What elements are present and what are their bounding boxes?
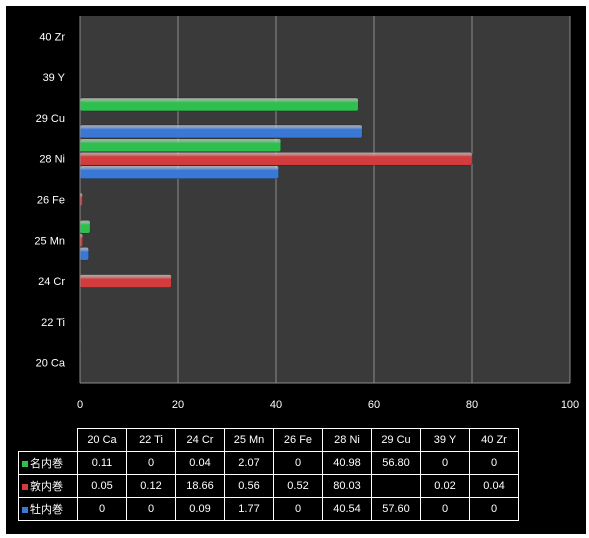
- table-cell: 0.02: [420, 474, 470, 498]
- table-cell: 0.52: [273, 474, 323, 498]
- table-column-header: 26 Fe: [273, 428, 323, 452]
- table-cell: 0.05: [77, 474, 127, 498]
- table-cell: 1.77: [224, 497, 274, 521]
- series-legend-cell: 敦内巻: [18, 474, 78, 498]
- series-legend-cell: 名内巻: [18, 451, 78, 475]
- table-cell: [371, 474, 421, 498]
- plot-area: [80, 16, 570, 383]
- table-cell: 0: [420, 451, 470, 475]
- series-legend-cell: 牡内巻: [18, 497, 78, 521]
- table-cell: 0: [469, 497, 519, 521]
- table-cell: 0: [273, 451, 323, 475]
- x-tick-label: 20: [172, 399, 184, 411]
- y-tick-label: 26 Fe: [37, 195, 65, 207]
- table-cell: 0: [273, 497, 323, 521]
- table-cell: 18.66: [175, 474, 225, 498]
- y-tick-label: 20 Ca: [36, 358, 66, 370]
- x-tick-label: 0: [77, 399, 83, 411]
- table-cell: 0.04: [175, 451, 225, 475]
- table-cell: 0: [77, 497, 127, 521]
- x-tick-label: 60: [368, 399, 380, 411]
- table-cell: 0: [126, 451, 176, 475]
- bar: [79, 124, 363, 139]
- table-row: 名内巻 0.11 0 0.04 2.07 0 40.98 56.80 0 0: [18, 451, 519, 475]
- table-cell: 0.09: [175, 497, 225, 521]
- bar: [79, 274, 172, 288]
- table-cell: 80.03: [322, 474, 372, 498]
- table-cell: 0.04: [469, 474, 519, 498]
- table-cell: 0: [420, 497, 470, 521]
- table-cell: 0.12: [126, 474, 176, 498]
- table-column-header: 20 Ca: [77, 428, 127, 452]
- legend-key: [22, 507, 28, 514]
- table-cell: 40.98: [322, 451, 372, 475]
- y-tick-label: 29 Cu: [36, 113, 65, 125]
- bar: [79, 247, 89, 261]
- bar-chart: 0 20 40 60 80 100 20 Ca 22 Ti 24 Cr 25 Mn 26 Fe 28 …: [34, 16, 579, 411]
- table-column-header: 24 Cr: [175, 428, 225, 452]
- series-name: 名内巻: [30, 458, 63, 470]
- table-column-header: 39 Y: [420, 428, 470, 452]
- table-cell: 2.07: [224, 451, 274, 475]
- table-cell: 0.11: [77, 451, 127, 475]
- bar: [79, 152, 473, 166]
- table-row: 敦内巻 0.05 0.12 18.66 0.56 0.52 80.03 0.02 0.04: [18, 474, 519, 498]
- bar: [79, 138, 282, 152]
- table-cell: 56.80: [371, 451, 421, 475]
- table-cell: 0.56: [224, 474, 274, 498]
- table-cell: 0: [469, 451, 519, 475]
- table-cell: 40.54: [322, 497, 372, 521]
- y-tick-label: 28 Ni: [39, 154, 65, 166]
- x-tick-label: 40: [270, 399, 282, 411]
- table-row: 牡内巻 0 0 0.09 1.77 0 40.54 57.60 0 0: [18, 497, 519, 521]
- legend-key: [22, 461, 28, 468]
- table-cell: 57.60: [371, 497, 421, 521]
- bar: [79, 220, 91, 234]
- bar: [79, 165, 279, 179]
- y-tick-label: 24 Cr: [38, 276, 65, 288]
- table-column-header: 28 Ni: [322, 428, 372, 452]
- y-tick-label: 25 Mn: [34, 235, 65, 247]
- y-tick-label: 40 Zr: [39, 31, 65, 43]
- table-column-header: 22 Ti: [126, 428, 176, 452]
- bar: [79, 97, 359, 112]
- table-cell: 0: [126, 497, 176, 521]
- table-column-header: 29 Cu: [371, 428, 421, 452]
- x-tick-label: 100: [561, 399, 579, 411]
- y-tick-label: 22 Ti: [41, 317, 65, 329]
- table-corner: [19, 429, 78, 452]
- series-name: 牡内巻: [30, 504, 63, 516]
- x-tick-label: 80: [466, 399, 478, 411]
- series-name: 敦内巻: [30, 481, 63, 493]
- table-column-header: 40 Zr: [469, 428, 519, 452]
- legend-key: [22, 484, 28, 491]
- y-tick-label: 39 Y: [43, 72, 66, 84]
- table-column-header: 25 Mn: [224, 428, 274, 452]
